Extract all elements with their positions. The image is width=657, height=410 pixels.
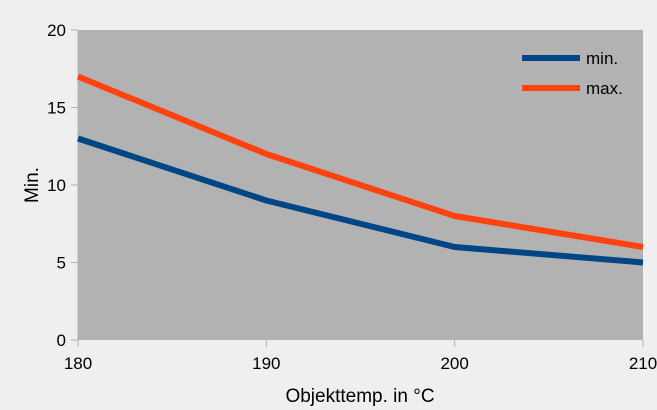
legend-label-1: max. — [586, 79, 623, 98]
series-line-0 — [77, 135, 644, 266]
legend-label-0: min. — [586, 49, 618, 68]
y-axis-title: Min. — [22, 167, 43, 203]
y-axis-ticks: 0 5 10 15 20 — [47, 21, 78, 350]
y-tick-label: 0 — [57, 331, 66, 350]
x-tick-label: 180 — [64, 354, 92, 373]
x-tick-label: 200 — [440, 354, 468, 373]
y-tick-label: 10 — [47, 176, 66, 195]
x-axis-title: Objekttemp. in °C — [285, 386, 434, 407]
y-tick-label: 20 — [47, 21, 66, 40]
x-tick-label: 210 — [629, 354, 657, 373]
x-tick-label: 190 — [252, 354, 280, 373]
legend: min. max. — [522, 49, 623, 98]
y-tick-label: 15 — [47, 99, 66, 118]
series-layer — [76, 73, 644, 266]
y-tick-label: 5 — [57, 254, 66, 273]
x-axis-ticks: 180 190 200 210 — [64, 340, 657, 373]
series-line-1 — [76, 73, 644, 250]
